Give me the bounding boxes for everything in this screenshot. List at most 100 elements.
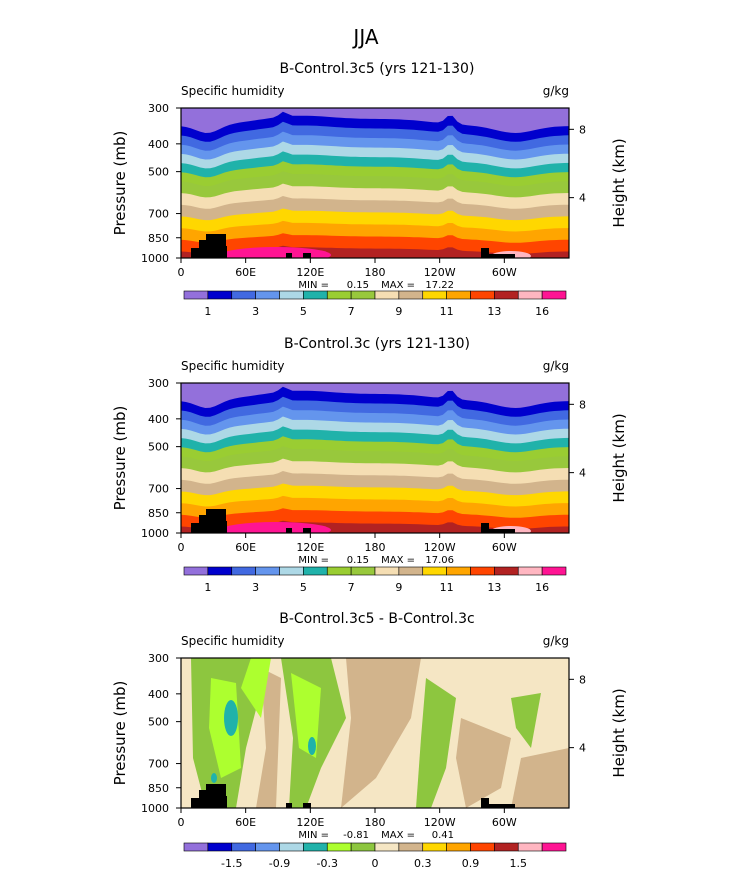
topography: [303, 803, 311, 808]
max-value: 17.22: [425, 280, 454, 291]
panel-title: B-Control.3c5 - B-Control.3c: [279, 611, 475, 627]
colorbar-swatch: [470, 842, 495, 852]
level-band: [241, 658, 271, 718]
colorbar-swatch: [541, 842, 567, 852]
x-tick-label: 120W: [424, 541, 456, 554]
colorbar-swatch: [326, 566, 352, 576]
colorbar: -1.5 -0.9 -0.3 0 0.3 0.9 1.5: [183, 842, 567, 870]
y-tick-label: 400: [148, 138, 169, 151]
level-band: [221, 247, 331, 258]
colorbar-label: 3: [252, 305, 259, 318]
topography: [213, 521, 227, 533]
colorbar-label: 11: [440, 581, 454, 594]
topography: [481, 523, 489, 533]
y-axis-title: Pressure (mb): [111, 406, 129, 511]
colorbar-swatch: [398, 842, 424, 852]
colorbar-swatch: [183, 566, 209, 576]
x-tick-label: 60W: [492, 816, 517, 829]
colorbar-swatch: [255, 566, 280, 576]
y2-axis-title: Height (km): [610, 688, 628, 777]
level-band: [416, 678, 456, 808]
level-band: [221, 522, 331, 533]
x-tick-label: 120W: [424, 816, 456, 829]
topography: [213, 246, 227, 258]
colorbar-swatch: [326, 842, 352, 852]
topography: [481, 248, 489, 258]
y-tick-label: 700: [148, 758, 169, 771]
topography: [303, 253, 311, 258]
topography: [213, 796, 227, 808]
topography: [485, 254, 515, 258]
colorbar-label: 16: [535, 581, 549, 594]
y2-axis-title: Height (km): [610, 413, 628, 502]
panel-3: B-Control.3c5 - B-Control.3c Specific hum…: [111, 611, 628, 870]
topography: [481, 798, 489, 808]
x-tick-label: 60W: [492, 266, 517, 279]
y-tick-label: 1000: [141, 802, 169, 815]
level-band: [511, 748, 569, 808]
topography: [191, 523, 206, 533]
topography: [286, 528, 292, 533]
max-value: 0.41: [432, 830, 454, 841]
x-tick-label: 0: [178, 541, 185, 554]
topography: [191, 248, 206, 258]
colorbar-swatch: [446, 290, 471, 300]
unit-label: g/kg: [543, 84, 569, 98]
variable-label: Specific humidity: [181, 84, 285, 98]
colorbar-label: 16: [535, 305, 549, 318]
x-tick-label: 120E: [296, 816, 324, 829]
colorbar-label: 3: [252, 581, 259, 594]
colorbar-label: -0.9: [269, 857, 290, 870]
y-tick-label: 1000: [141, 252, 169, 265]
colorbar-swatch: [517, 566, 543, 576]
colorbar-swatch: [374, 290, 400, 300]
colorbar-swatch: [279, 290, 304, 300]
colorbar-label: 1: [204, 581, 211, 594]
variable-label: Specific humidity: [181, 634, 285, 648]
y-tick-label: 500: [148, 166, 169, 179]
colorbar-swatch: [398, 566, 424, 576]
y-tick-label: 300: [148, 377, 169, 390]
x-tick-label: 120E: [296, 266, 324, 279]
colorbar-swatch: [255, 290, 280, 300]
contour-field: [181, 383, 569, 533]
max-label: MAX =: [381, 830, 415, 841]
colorbar-swatch: [231, 566, 256, 576]
colorbar-swatch: [374, 566, 400, 576]
min-label: MIN =: [298, 280, 329, 291]
colorbar-swatch: [494, 290, 519, 300]
y2-tick-label: 8: [579, 398, 586, 411]
colorbar-swatch: [446, 842, 471, 852]
panel-1: B-Control.3c5 (yrs 121-130) Specific humi…: [111, 61, 628, 318]
colorbar-label: 0.3: [414, 857, 432, 870]
colorbar-swatch: [207, 566, 233, 576]
topography: [485, 529, 515, 533]
colorbar-label: 7: [348, 581, 355, 594]
topography: [485, 804, 515, 808]
y-tick-label: 850: [148, 507, 169, 520]
level-band: [341, 658, 421, 808]
level-band: [511, 693, 541, 748]
level-band: [456, 718, 511, 808]
min-value: -0.81: [343, 830, 369, 841]
y-tick-label: 500: [148, 716, 169, 729]
colorbar-swatch: [279, 566, 304, 576]
colorbar-swatch: [350, 842, 376, 852]
y-tick-label: 300: [148, 652, 169, 665]
colorbar-label: 1: [204, 305, 211, 318]
max-label: MAX =: [381, 555, 415, 566]
colorbar-label: 13: [487, 305, 501, 318]
colorbar-swatch: [541, 566, 567, 576]
level-band: [308, 737, 316, 755]
colorbar-swatch: [326, 290, 352, 300]
y2-tick-label: 8: [579, 123, 586, 136]
panels: B-Control.3c5 (yrs 121-130) Specific humi…: [111, 61, 628, 870]
colorbar-swatch: [279, 842, 304, 852]
min-label: MIN =: [298, 555, 329, 566]
colorbar-label: 7: [348, 305, 355, 318]
colorbar-swatch: [183, 290, 209, 300]
colorbar-label: 5: [300, 305, 307, 318]
colorbar-swatch: [350, 566, 376, 576]
topography: [286, 803, 292, 808]
